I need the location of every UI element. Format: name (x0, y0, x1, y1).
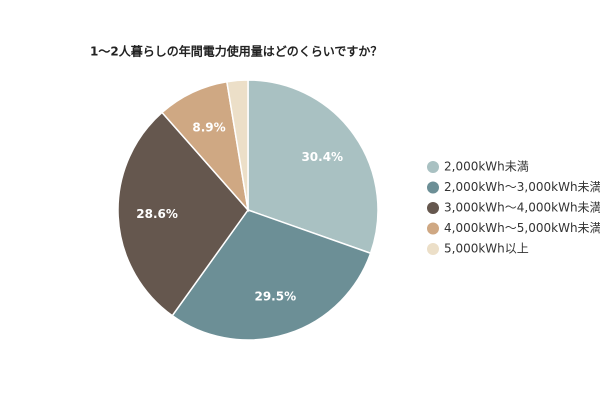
pie-slice (117, 111, 249, 317)
legend-marker (427, 243, 439, 255)
data-label: 8.9% (192, 120, 225, 134)
pie-slice (171, 209, 372, 341)
legend-label: 4,000kWh〜5,000kWh未満 (444, 221, 600, 235)
legend-label: 5,000kWh以上 (444, 242, 529, 256)
legend-marker (427, 161, 439, 173)
pie-slice (247, 79, 379, 255)
legend-label: 2,000kWh〜3,000kWh未満 (444, 180, 600, 194)
legend-label: 3,000kWh〜4,000kWh未満 (444, 201, 600, 215)
data-label: 30.4% (301, 150, 343, 164)
legend-marker (427, 202, 439, 214)
data-label: 29.5% (254, 289, 296, 303)
chart-title: 1〜2人暮らしの年間電力使用量はどのくらいですか？ (90, 44, 382, 59)
legend-marker (427, 181, 439, 194)
pie-slice (225, 79, 249, 211)
legend-marker (427, 222, 439, 235)
legend-label: 2,000kWh未満 (444, 160, 529, 174)
data-label: 28.6% (136, 207, 178, 221)
